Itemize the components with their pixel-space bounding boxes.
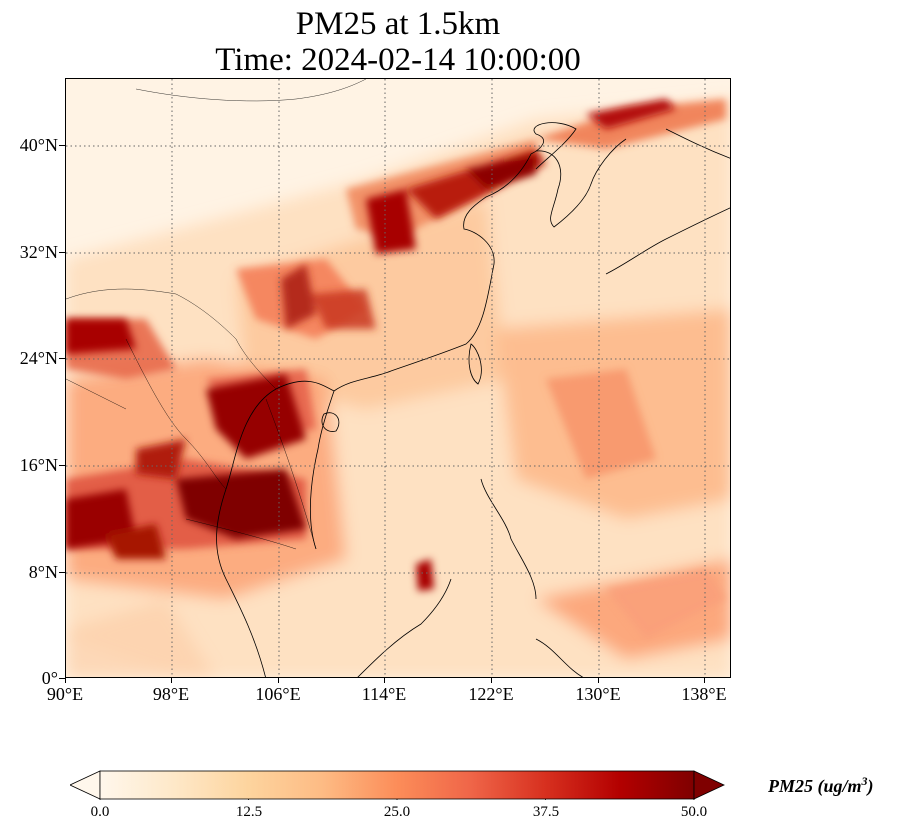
- lat-tickmark: [59, 252, 65, 253]
- lon-tick-98: 98°E: [152, 684, 190, 704]
- colorbar-tick-0: 0.0: [90, 804, 110, 820]
- lat-tickmark: [59, 145, 65, 146]
- lat-tickmark: [59, 358, 65, 359]
- colorbar-tick-3: 37.5: [532, 804, 560, 820]
- colorbar-label-close: ): [867, 776, 874, 796]
- lat-tick-40: 40°N: [19, 135, 58, 155]
- lon-tickmark: [491, 678, 492, 683]
- lon-tickmark: [65, 678, 66, 683]
- lon-tickmark: [171, 678, 172, 683]
- lat-tick-32: 32°N: [19, 242, 58, 262]
- lon-tickmark: [278, 678, 279, 683]
- lon-tickmark: [384, 678, 385, 683]
- colorbar-tick-1: 12.5: [235, 804, 263, 820]
- borders: [66, 79, 367, 550]
- lon-tick-114: 114°E: [361, 684, 407, 704]
- colorbar-tick-2: 25.0: [383, 804, 411, 820]
- colorbar-extend-low: [70, 770, 101, 800]
- lon-tickmark: [704, 678, 705, 683]
- lat-tick-24: 24°N: [19, 348, 58, 368]
- lon-tick-90: 90°E: [46, 684, 84, 704]
- lat-tick-0: 0°: [41, 668, 58, 688]
- lat-tick-16: 16°N: [19, 455, 58, 475]
- colorbar-tickmarks: [99, 799, 695, 800]
- pm25-field-high: [66, 99, 676, 591]
- colorbar-extend-high: [693, 770, 725, 800]
- lat-tick-8: 8°N: [28, 562, 58, 582]
- lon-tick-122: 122°E: [468, 684, 514, 704]
- colorbar-label-sup: 3: [861, 774, 868, 788]
- colorbar: [70, 770, 725, 800]
- pm25-map: [66, 79, 730, 677]
- colorbar-label: PM25 (ug/m3): [768, 774, 874, 797]
- lon-tick-130: 130°E: [575, 684, 621, 704]
- lon-tickmark: [598, 678, 599, 683]
- colorbar-body: [99, 770, 695, 800]
- figure-subtitle-time: Time: 2024-02-14 10:00:00: [215, 42, 581, 78]
- lon-tick-138: 138°E: [681, 684, 727, 704]
- lon-tick-106: 106°E: [255, 684, 301, 704]
- figure-title: PM25 at 1.5km: [295, 6, 501, 42]
- map-panel: [65, 78, 731, 678]
- gridlines: [66, 79, 730, 677]
- coastlines: [216, 122, 730, 677]
- lat-tickmark: [59, 572, 65, 573]
- colorbar-label-main: PM25 (ug/m: [768, 776, 862, 796]
- colorbar-tick-4: 50.0: [680, 804, 708, 820]
- lat-tickmark: [59, 678, 65, 679]
- lat-tickmark: [59, 465, 65, 466]
